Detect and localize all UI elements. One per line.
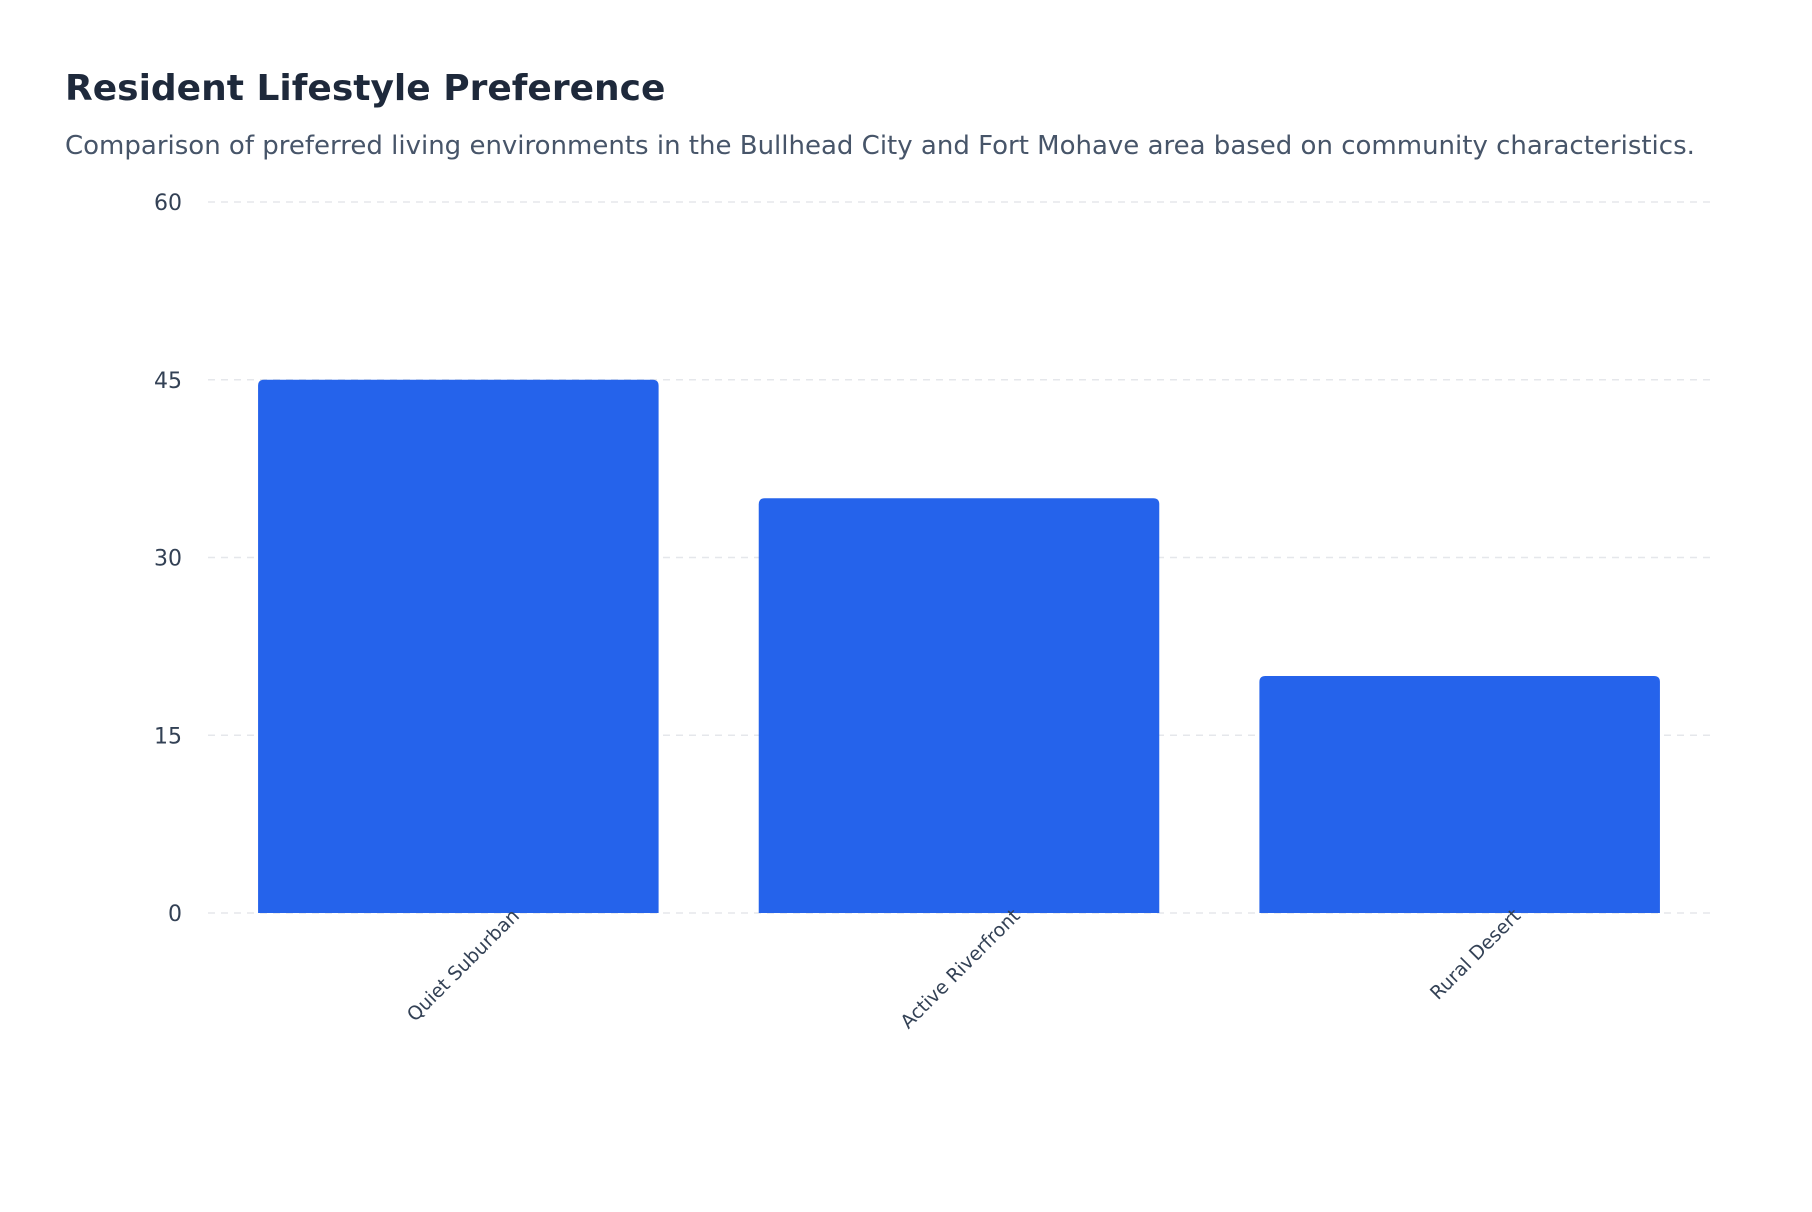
y-tick-label: 45	[154, 369, 182, 394]
y-tick-label: 0	[168, 902, 182, 927]
x-tick-label: Rural Desert	[1426, 905, 1525, 1004]
y-tick-label: 30	[154, 547, 182, 572]
x-axis-ticks: Quiet Suburban Active Riverfront Rural Des…	[403, 905, 1525, 1033]
bar-active-riverfront	[758, 498, 1160, 913]
y-axis-ticks: 0 15 30 45 60	[154, 191, 182, 927]
chart-subtitle: Comparison of preferred living environme…	[65, 131, 1695, 161]
y-tick-label: 15	[154, 724, 182, 749]
bar-rural-desert	[1259, 676, 1660, 913]
x-tick-label: Quiet Suburban	[403, 905, 524, 1026]
y-tick-label: 60	[154, 191, 182, 216]
chart-title: Resident Lifestyle Preference	[65, 68, 666, 109]
bars	[258, 379, 1660, 913]
x-tick-label: Active Riverfront	[896, 905, 1024, 1033]
bar-quiet-suburban	[258, 379, 659, 913]
